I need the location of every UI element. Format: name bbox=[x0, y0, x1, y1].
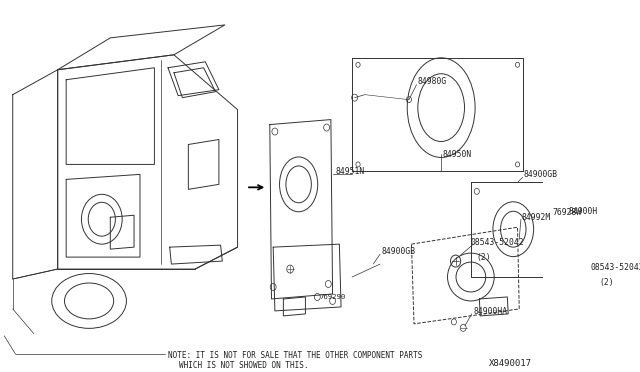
Text: 84900HA: 84900HA bbox=[474, 307, 508, 317]
Text: (2): (2) bbox=[477, 253, 492, 262]
Text: 84900GB: 84900GB bbox=[524, 170, 557, 179]
Text: X8490017: X8490017 bbox=[489, 359, 532, 368]
Text: 08543-52042: 08543-52042 bbox=[591, 263, 640, 272]
Text: 84900GB: 84900GB bbox=[382, 247, 416, 256]
Text: NOTE: IT IS NOT FOR SALE THAT THE OTHER COMPONENT PARTS: NOTE: IT IS NOT FOR SALE THAT THE OTHER … bbox=[168, 351, 422, 360]
Text: 76928W: 76928W bbox=[552, 208, 582, 217]
Text: WHICH IS NOT SHOWED ON THIS.: WHICH IS NOT SHOWED ON THIS. bbox=[179, 361, 308, 370]
Text: 84950N: 84950N bbox=[442, 150, 471, 159]
Text: 769290: 769290 bbox=[320, 294, 346, 300]
Text: 84980G: 84980G bbox=[417, 77, 447, 86]
Text: 84992M: 84992M bbox=[522, 213, 551, 222]
Text: (2): (2) bbox=[599, 278, 614, 286]
Text: 84900H: 84900H bbox=[568, 207, 598, 216]
Text: 08543-52042: 08543-52042 bbox=[471, 238, 525, 247]
Text: 84951N: 84951N bbox=[336, 167, 365, 176]
